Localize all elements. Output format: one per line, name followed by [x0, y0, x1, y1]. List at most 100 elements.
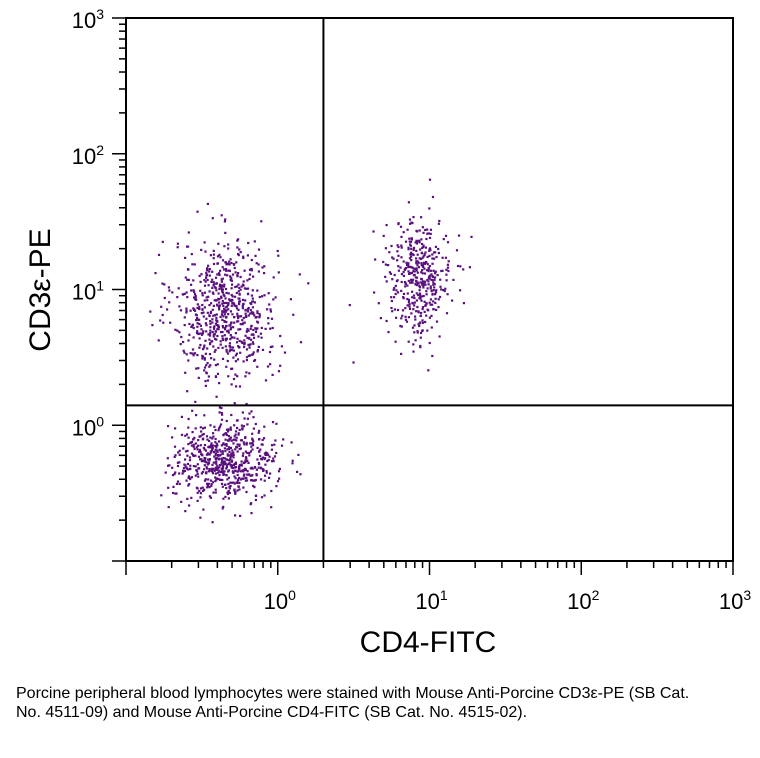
- data-point: [211, 481, 215, 484]
- data-point: [251, 312, 254, 315]
- data-point: [411, 290, 414, 293]
- data-point: [429, 232, 432, 235]
- data-point: [433, 257, 436, 260]
- data-point: [190, 253, 193, 256]
- data-point: [391, 256, 394, 259]
- data-point: [415, 260, 418, 263]
- data-point: [224, 231, 227, 234]
- data-point: [209, 310, 213, 313]
- data-point: [213, 350, 216, 353]
- data-point: [237, 272, 240, 275]
- data-point: [183, 469, 187, 472]
- data-point: [427, 283, 430, 286]
- data-point: [194, 294, 197, 298]
- data-point: [212, 283, 216, 286]
- data-point: [433, 283, 436, 286]
- data-point: [263, 272, 266, 275]
- data-point: [226, 454, 229, 457]
- data-point: [211, 270, 214, 273]
- data-point: [197, 332, 200, 335]
- data-point: [412, 294, 415, 297]
- data-point: [258, 314, 261, 318]
- data-point: [296, 470, 299, 473]
- data-point: [223, 334, 226, 337]
- data-point: [239, 351, 242, 354]
- data-point: [203, 346, 206, 349]
- data-point: [230, 454, 233, 458]
- data-point: [457, 234, 461, 237]
- data-point: [208, 304, 211, 307]
- data-point: [211, 463, 214, 466]
- data-point: [238, 286, 241, 289]
- data-point: [198, 307, 201, 310]
- data-point: [173, 473, 176, 476]
- data-point: [255, 473, 258, 476]
- data-point: [206, 268, 209, 271]
- data-point: [226, 439, 229, 442]
- data-point: [206, 347, 209, 350]
- data-point: [245, 348, 249, 351]
- data-point: [233, 482, 236, 485]
- data-point: [250, 294, 253, 297]
- data-point: [238, 444, 241, 447]
- data-point: [203, 457, 206, 460]
- data-point: [390, 306, 393, 310]
- data-point: [225, 444, 228, 447]
- data-point: [251, 306, 254, 309]
- data-point: [433, 251, 436, 254]
- data-point: [407, 262, 410, 265]
- data-point: [422, 261, 425, 264]
- data-point: [279, 364, 282, 367]
- data-point: [180, 415, 183, 418]
- data-point: [407, 298, 410, 301]
- data-point: [216, 449, 219, 452]
- data-point: [214, 453, 217, 457]
- data-point: [253, 486, 256, 489]
- data-point: [442, 238, 445, 241]
- data-point: [192, 438, 195, 441]
- data-point: [242, 255, 245, 258]
- data-point: [269, 345, 272, 349]
- data-point: [229, 334, 232, 337]
- data-point: [218, 287, 221, 291]
- data-point: [223, 447, 226, 450]
- data-point: [199, 458, 202, 461]
- data-point: [214, 441, 217, 444]
- data-point: [254, 494, 257, 497]
- data-point: [219, 343, 222, 346]
- data-point: [202, 311, 205, 314]
- data-point: [221, 325, 224, 328]
- data-point: [217, 346, 220, 349]
- data-point: [245, 356, 249, 359]
- data-point: [208, 486, 211, 489]
- data-point: [216, 363, 219, 366]
- data-point: [273, 443, 276, 446]
- data-point: [199, 450, 202, 453]
- data-point: [221, 302, 224, 305]
- data-point: [278, 467, 281, 470]
- data-point: [272, 276, 275, 279]
- data-point: [226, 492, 230, 496]
- data-point: [224, 297, 227, 300]
- data-point: [402, 231, 405, 234]
- data-point: [187, 359, 190, 362]
- data-point: [219, 423, 223, 426]
- data-point: [261, 456, 264, 459]
- data-point: [440, 269, 443, 273]
- data-point: [253, 359, 256, 362]
- data-point: [421, 242, 424, 246]
- data-point: [184, 458, 187, 461]
- data-point: [200, 458, 203, 461]
- data-point: [204, 280, 207, 283]
- data-point: [397, 265, 400, 268]
- data-point: [166, 457, 169, 460]
- data-point: [199, 435, 202, 438]
- data-point: [219, 478, 222, 481]
- data-point: [240, 285, 243, 288]
- data-point: [424, 304, 427, 307]
- data-point: [433, 286, 436, 289]
- data-point: [188, 483, 191, 486]
- data-point: [207, 264, 210, 267]
- data-point: [187, 443, 190, 446]
- data-point: [277, 370, 281, 373]
